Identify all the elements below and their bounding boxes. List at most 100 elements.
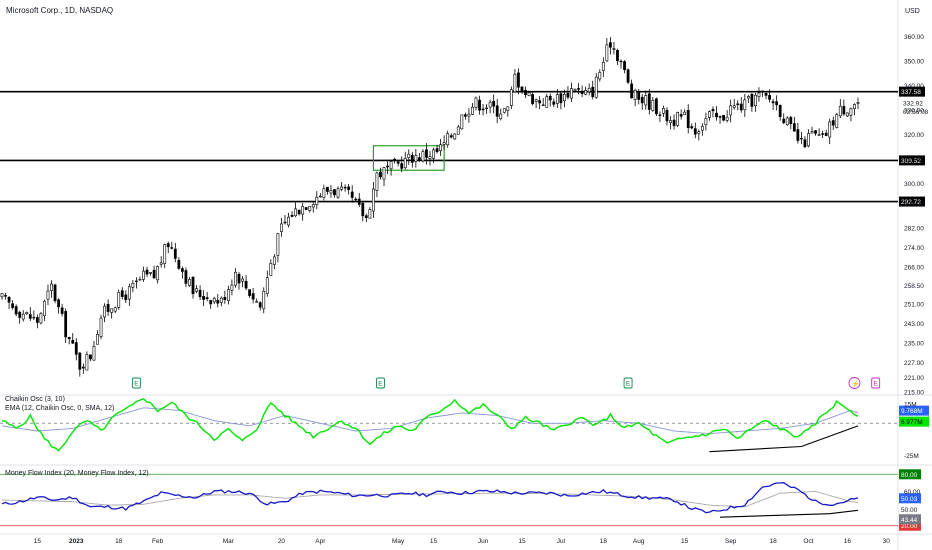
candle-body (255, 301, 259, 303)
candle-body (517, 72, 520, 88)
trendlines[interactable] (709, 425, 859, 518)
ema-line (1, 407, 859, 435)
time-tick-label: Jun (478, 538, 489, 545)
candle-body (842, 106, 846, 115)
candle-body (347, 186, 351, 190)
candle-body (690, 126, 694, 129)
time-tick-label: 15 (518, 538, 526, 545)
candle-body (754, 94, 757, 106)
candle-body (39, 313, 43, 324)
candle-body (463, 114, 467, 117)
candle-body (280, 223, 283, 232)
candle-body (570, 88, 573, 99)
candle-body (159, 262, 163, 265)
event-markers[interactable]: E E E E ⚡ (131, 377, 881, 389)
candle-body (524, 89, 527, 95)
candle-body (209, 300, 213, 305)
candle-body (230, 284, 234, 291)
candle-body (340, 186, 343, 190)
price-tick-label: 266.00 (904, 265, 924, 272)
mfi-lower-label: 20.00 (901, 523, 918, 530)
candle-body (746, 96, 750, 99)
time-tick-label: 18 (769, 538, 777, 545)
chaikin-title: Chaikin Osc (3, 10) (5, 396, 65, 403)
trendline (801, 425, 859, 448)
candle-body (223, 297, 227, 300)
time-tick-label: Apr (315, 538, 326, 545)
candle-body (241, 278, 244, 282)
candle-body (651, 100, 655, 111)
candle-body (644, 95, 648, 106)
candle-body (120, 290, 124, 297)
candle-body (534, 99, 538, 102)
price-tick-label: 215.00 (904, 390, 924, 397)
time-tick-label: Aug (633, 538, 645, 545)
chaikin-value-label: 9.768M (901, 408, 923, 415)
price-axis: 360.00 350.00 340.00 330.00 320.00 310.00 300.… (903, 34, 929, 496)
candle-body (35, 317, 39, 323)
candle-body (269, 263, 273, 276)
candle-body (357, 198, 361, 205)
time-tick-label: 16 (844, 538, 852, 545)
candle-body (85, 354, 89, 371)
candle-body (262, 290, 266, 310)
candle-body (74, 342, 78, 355)
candle-body (322, 188, 326, 198)
candle-body (545, 96, 549, 108)
mfi-sma-tag (899, 514, 921, 525)
candle-body (594, 76, 598, 98)
price-tick-label: 227.00 (904, 360, 924, 367)
candle-body (609, 42, 612, 48)
time-tick-label: 15 (34, 538, 42, 545)
candle-body (407, 153, 411, 159)
candle-body (686, 109, 690, 128)
level-tag (899, 155, 925, 166)
candle-body (432, 149, 435, 159)
price-tick-label: 340.00 (904, 83, 924, 90)
horizontal-levels[interactable]: 337.58 309.52 292.72 (0, 86, 925, 207)
price-tick-label: 235.00 (904, 340, 924, 347)
time-tick-label: 15 (681, 538, 689, 545)
price-tick-label: 258.50 (904, 283, 924, 290)
candle-body (173, 248, 177, 259)
price-tick-label: 243.00 (904, 321, 924, 328)
candle-body (7, 296, 11, 303)
candle-body (149, 272, 152, 274)
trendline (829, 509, 859, 515)
time-tick-label: Feb (152, 538, 164, 545)
consolidation-box[interactable] (372, 145, 445, 171)
candle-body (219, 297, 223, 303)
time-tick-label: Sep (725, 538, 737, 545)
candle-body (67, 337, 71, 340)
price-tick-label: 221.00 (904, 375, 924, 382)
candle-body (379, 171, 382, 178)
candle-body (548, 95, 552, 101)
chaikin-value-tag (899, 405, 929, 416)
candle-body (11, 303, 15, 308)
candle-body (382, 167, 386, 180)
level-tag (899, 196, 925, 207)
candle-body (428, 156, 432, 159)
earnings-marker-label: E (626, 381, 631, 388)
candle-body (364, 215, 368, 219)
candle-body (184, 270, 188, 284)
candle-body (700, 126, 704, 131)
candle-body (410, 154, 414, 163)
candle-body (821, 133, 825, 135)
consolidation-rect (372, 145, 445, 171)
candle-body (350, 191, 354, 198)
candle-body (612, 48, 616, 50)
candle-body (623, 61, 626, 71)
candle-body (672, 119, 676, 126)
candle-body (654, 98, 658, 115)
price-tick-label: 330.00 (904, 108, 924, 115)
candle-body (304, 207, 308, 210)
candle-body (460, 114, 464, 130)
time-tick-label: 15 (430, 538, 438, 545)
candle-body (789, 117, 793, 124)
candle-body (817, 134, 821, 136)
candle-body (662, 107, 665, 114)
candle-body (619, 60, 623, 63)
candle-body (389, 161, 393, 170)
